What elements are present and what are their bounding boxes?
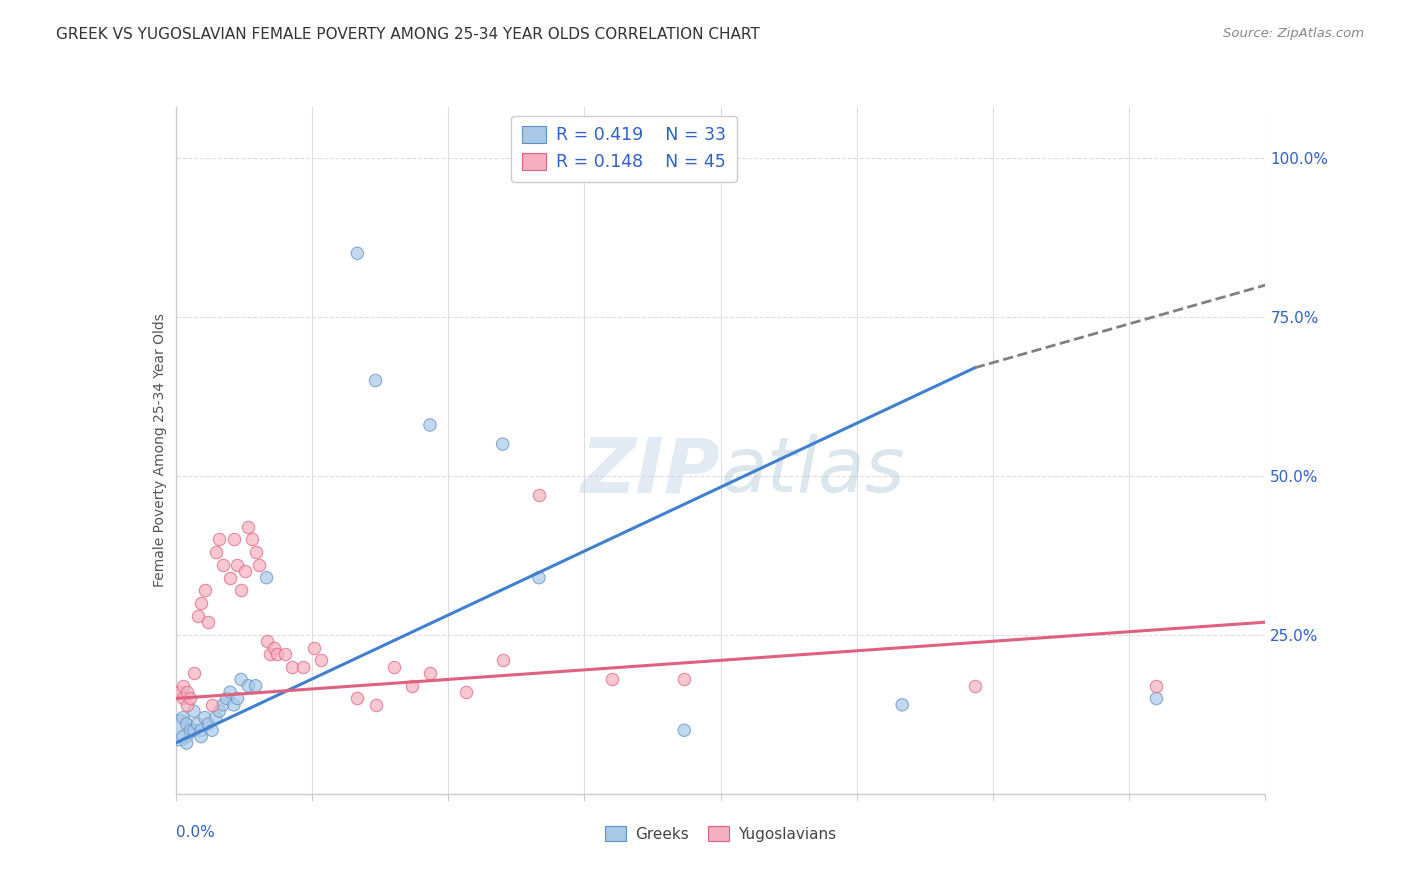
Point bbox=[212, 558, 235, 572]
Point bbox=[231, 673, 253, 687]
Point bbox=[194, 583, 217, 598]
Legend: Greeks, Yugoslavians: Greeks, Yugoslavians bbox=[599, 821, 842, 848]
Point bbox=[266, 647, 288, 661]
Point bbox=[263, 640, 285, 655]
Point bbox=[183, 723, 205, 738]
Point bbox=[208, 533, 231, 547]
Point bbox=[527, 488, 550, 502]
Point bbox=[201, 698, 224, 712]
Point bbox=[256, 634, 278, 648]
Point bbox=[274, 647, 297, 661]
Point bbox=[1146, 679, 1168, 693]
Point bbox=[183, 666, 205, 681]
Point bbox=[183, 704, 205, 718]
Point bbox=[190, 723, 212, 738]
Point bbox=[186, 608, 209, 623]
Point bbox=[281, 659, 304, 673]
Y-axis label: Female Poverty Among 25-34 Year Olds: Female Poverty Among 25-34 Year Olds bbox=[153, 313, 167, 588]
Point bbox=[238, 520, 260, 534]
Text: ZIP: ZIP bbox=[581, 434, 721, 508]
Point bbox=[172, 691, 194, 706]
Point bbox=[204, 545, 226, 559]
Point bbox=[419, 666, 441, 681]
Point bbox=[208, 704, 231, 718]
Point bbox=[256, 571, 278, 585]
Point bbox=[169, 685, 191, 699]
Point bbox=[197, 615, 219, 630]
Text: 0.0%: 0.0% bbox=[176, 825, 215, 839]
Point bbox=[673, 673, 696, 687]
Point bbox=[176, 685, 198, 699]
Point bbox=[240, 533, 263, 547]
Point bbox=[226, 558, 249, 572]
Point bbox=[197, 717, 219, 731]
Point bbox=[364, 698, 387, 712]
Point bbox=[231, 583, 253, 598]
Point bbox=[222, 698, 245, 712]
Point bbox=[186, 717, 209, 731]
Point bbox=[891, 698, 914, 712]
Point bbox=[963, 679, 986, 693]
Point bbox=[219, 685, 242, 699]
Point bbox=[259, 647, 281, 661]
Point bbox=[190, 596, 212, 610]
Point bbox=[346, 246, 368, 260]
Point bbox=[204, 710, 226, 724]
Point bbox=[1146, 691, 1168, 706]
Point bbox=[309, 653, 332, 667]
Point bbox=[492, 653, 515, 667]
Point bbox=[291, 659, 314, 673]
Point bbox=[346, 691, 368, 706]
Point bbox=[226, 691, 249, 706]
Text: GREEK VS YUGOSLAVIAN FEMALE POVERTY AMONG 25-34 YEAR OLDS CORRELATION CHART: GREEK VS YUGOSLAVIAN FEMALE POVERTY AMON… bbox=[56, 27, 761, 42]
Point bbox=[527, 571, 550, 585]
Point bbox=[401, 679, 423, 693]
Point bbox=[245, 679, 267, 693]
Point bbox=[456, 685, 478, 699]
Point bbox=[419, 417, 441, 432]
Point bbox=[364, 374, 387, 388]
Point bbox=[215, 691, 238, 706]
Point bbox=[222, 533, 245, 547]
Point bbox=[176, 698, 198, 712]
Point bbox=[247, 558, 270, 572]
Point bbox=[219, 571, 242, 585]
Point bbox=[176, 717, 198, 731]
Point bbox=[179, 691, 201, 706]
Point bbox=[169, 723, 191, 738]
Point bbox=[172, 710, 194, 724]
Point bbox=[302, 640, 325, 655]
Text: atlas: atlas bbox=[721, 434, 905, 508]
Point bbox=[492, 437, 515, 451]
Point bbox=[600, 673, 623, 687]
Point bbox=[190, 730, 212, 744]
Point bbox=[172, 679, 194, 693]
Point bbox=[382, 659, 405, 673]
Text: Source: ZipAtlas.com: Source: ZipAtlas.com bbox=[1223, 27, 1364, 40]
Point bbox=[238, 679, 260, 693]
Point bbox=[212, 698, 235, 712]
Point bbox=[201, 723, 224, 738]
Point bbox=[172, 730, 194, 744]
Point bbox=[673, 723, 696, 738]
Point bbox=[176, 736, 198, 750]
Point bbox=[245, 545, 267, 559]
Point bbox=[179, 723, 201, 738]
Point bbox=[194, 710, 217, 724]
Point bbox=[233, 564, 256, 578]
